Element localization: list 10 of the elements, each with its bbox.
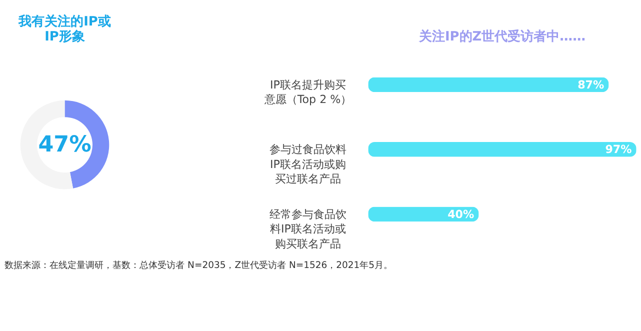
chart-title: 关注IP的Z世代受访者中…… — [418, 28, 586, 44]
chart-title: 我有关注的IP或IP形象 — [18, 13, 111, 44]
annotation: 数据来源：在线定量调研，基数：总体受访者 N=2035，Z世代受访者 N=1526，2021年5月。 — [4, 260, 392, 271]
data-label: 40% — [448, 208, 474, 221]
category-label: IP联名提升购买意愿（Top 2 %） — [264, 78, 352, 106]
data-label: 97% — [605, 143, 632, 156]
data-label: 47% — [38, 131, 92, 158]
category-label: 经常参与食品饮料IP联名活动或购买联名产品 — [270, 208, 347, 250]
category-label: 参与过食品饮料IP联名活动或购买过联名产品 — [270, 143, 347, 186]
data-label: 87% — [578, 78, 604, 92]
